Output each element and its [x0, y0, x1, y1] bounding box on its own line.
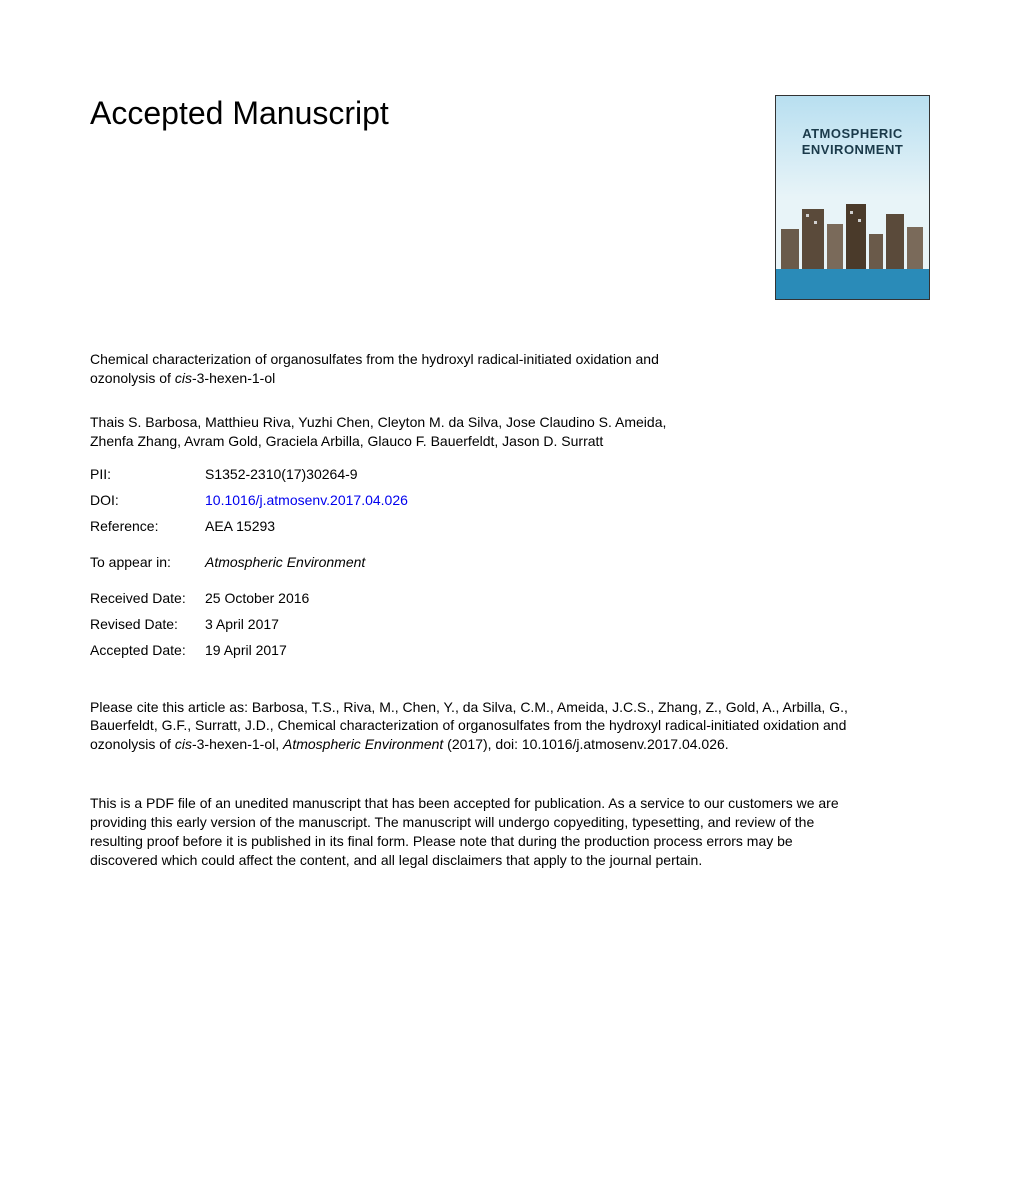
meta-row-revised: Revised Date: 3 April 2017 [90, 616, 930, 632]
authors-list: Thais S. Barbosa, Matthieu Riva, Yuzhi C… [90, 413, 710, 451]
meta-row-reference: Reference: AEA 15293 [90, 518, 930, 534]
reference-value: AEA 15293 [205, 518, 930, 534]
dates-block: Received Date: 25 October 2016 Revised D… [90, 590, 930, 658]
article-title: Chemical characterization of organosulfa… [90, 350, 690, 388]
journal-cover-title-line1: ATMOSPHERIC [802, 126, 903, 141]
article-title-italic: cis [175, 370, 192, 386]
accepted-label: Accepted Date: [90, 642, 205, 658]
reference-label: Reference: [90, 518, 205, 534]
meta-row-doi: DOI: 10.1016/j.atmosenv.2017.04.026 [90, 492, 930, 508]
pii-label: PII: [90, 466, 205, 482]
citation-italic1: cis [175, 736, 192, 752]
appear-value: Atmospheric Environment [205, 554, 930, 570]
appear-label: To appear in: [90, 554, 205, 570]
accepted-value: 19 April 2017 [205, 642, 930, 658]
meta-row-appear: To appear in: Atmospheric Environment [90, 554, 930, 570]
journal-cover-thumbnail: ATMOSPHERIC ENVIRONMENT [775, 95, 930, 300]
page-heading: Accepted Manuscript [90, 95, 389, 132]
doi-label: DOI: [90, 492, 205, 508]
revised-value: 3 April 2017 [205, 616, 930, 632]
received-value: 25 October 2016 [205, 590, 930, 606]
journal-cover-water [776, 269, 929, 299]
disclaimer-block: This is a PDF file of an unedited manusc… [90, 794, 850, 870]
meta-row-pii: PII: S1352-2310(17)30264-9 [90, 466, 930, 482]
received-label: Received Date: [90, 590, 205, 606]
meta-row-received: Received Date: 25 October 2016 [90, 590, 930, 606]
citation-block: Please cite this article as: Barbosa, T.… [90, 698, 850, 755]
citation-part2: -3-hexen-1-ol, [192, 736, 283, 752]
journal-cover-title-line2: ENVIRONMENT [802, 142, 904, 157]
pii-value: S1352-2310(17)30264-9 [205, 466, 930, 482]
journal-cover-title: ATMOSPHERIC ENVIRONMENT [776, 126, 929, 157]
article-title-part2: -3-hexen-1-ol [192, 370, 275, 386]
citation-part3: (2017), doi: 10.1016/j.atmosenv.2017.04.… [443, 736, 728, 752]
meta-row-accepted: Accepted Date: 19 April 2017 [90, 642, 930, 658]
citation-italic2: Atmospheric Environment [283, 736, 443, 752]
metadata-table: PII: S1352-2310(17)30264-9 DOI: 10.1016/… [90, 466, 930, 658]
revised-label: Revised Date: [90, 616, 205, 632]
doi-link[interactable]: 10.1016/j.atmosenv.2017.04.026 [205, 492, 930, 508]
